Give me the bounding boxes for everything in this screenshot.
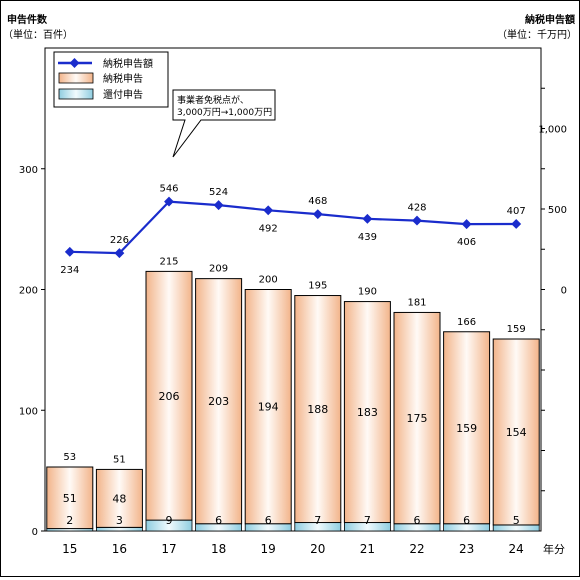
bar-total-label: 190 [358, 287, 377, 298]
x-tick-label: 17 [161, 542, 176, 556]
bar-payment-label: 194 [258, 401, 279, 414]
bar-total-label: 53 [63, 452, 76, 463]
bar-total-label: 181 [407, 297, 426, 308]
legend: 納税申告額 納税申告 還付申告 [53, 51, 169, 108]
x-tick-label: 16 [112, 542, 127, 556]
bar-payment-label: 175 [407, 412, 428, 425]
x-tick-label: 19 [261, 542, 276, 556]
bar-payment-label: 206 [159, 390, 180, 403]
x-tick-label: 20 [310, 542, 325, 556]
left-axis-title: 申告件数 [7, 13, 48, 26]
bar-payment-label: 48 [112, 492, 126, 505]
bar-refund [96, 526, 143, 532]
bar-payment [294, 295, 342, 524]
bars: 53 51 2 51 48 3 215 206 9 209 203 6 200 194 6 195 188 7 19… [46, 256, 540, 532]
left-tick-label: 300 [19, 165, 38, 176]
bar-refund-label: 7 [314, 514, 321, 527]
bar-total-label: 200 [259, 275, 278, 286]
line-point-label: 407 [507, 206, 526, 217]
bar-payment [46, 466, 94, 530]
x-unit-label: 年分 [543, 542, 565, 556]
bar-payment-label: 51 [63, 492, 77, 505]
left-tick-label: 0 [32, 527, 38, 538]
bar-total-label: 195 [308, 281, 327, 292]
x-axis-labels: 15 16 17 18 19 20 21 22 23 24 [62, 542, 524, 556]
bar-total-label: 209 [209, 264, 228, 275]
line-point-label: 492 [259, 223, 278, 234]
bar-payment [393, 311, 441, 525]
line-point [312, 209, 323, 220]
line-path [69, 200, 517, 255]
bar-payment-label: 203 [208, 395, 229, 408]
line-point [164, 196, 174, 207]
bar-payment [145, 270, 193, 521]
left-axis-unit: （単位：百件） [3, 28, 73, 41]
bar-refund-label: 9 [166, 514, 173, 527]
legend-label-line: 納税申告額 [103, 57, 153, 70]
annotation-callout: 事業者免税点が、 3,000万円→1,000万円 [172, 89, 276, 158]
bar-total-label: 166 [457, 317, 476, 328]
bar-refund-label: 6 [265, 514, 272, 527]
legend-label-payment: 納税申告 [103, 72, 143, 85]
right-tick-label: 0 [561, 286, 567, 297]
x-tick-label: 21 [360, 542, 375, 556]
line-point-label: 524 [209, 187, 228, 198]
right-tick-label: 500 [548, 205, 567, 216]
bar-refund-label: 2 [66, 514, 73, 527]
line-point-label: 439 [358, 232, 377, 243]
annotation-line-1: 事業者免税点が、 [177, 94, 249, 106]
left-tick-label: 100 [19, 406, 38, 417]
right-axis-unit: （単位：千万円） [497, 28, 577, 41]
line-point [114, 248, 125, 259]
bar-payment [492, 338, 540, 526]
line-point-label: 546 [159, 184, 178, 195]
right-axis-title: 納税申告額 [525, 13, 575, 26]
x-tick-label: 23 [459, 542, 474, 556]
bar-payment-label: 188 [307, 403, 328, 416]
line-point [263, 205, 274, 216]
x-tick-label: 22 [409, 542, 424, 556]
left-tick-label: 200 [19, 286, 38, 297]
left-axis: 0 100 200 300 [19, 165, 45, 538]
bar-payment-label: 154 [506, 426, 527, 439]
x-tick-label: 24 [509, 542, 524, 556]
bar-total-label: 51 [113, 454, 126, 465]
line-point [511, 219, 522, 229]
bar-refund-label: 6 [414, 514, 421, 527]
line-point-label: 428 [407, 203, 426, 214]
bar-payment-label: 183 [357, 406, 378, 419]
bar-payment-label: 159 [456, 422, 477, 435]
line-point [362, 213, 373, 224]
line-point [461, 219, 472, 230]
bar-refund-label: 3 [116, 514, 123, 527]
bar-payment [343, 301, 391, 524]
line-point-label: 234 [60, 265, 79, 276]
bar-total-label: 215 [159, 256, 178, 267]
bar-payment [443, 331, 491, 525]
bar-payment [244, 289, 292, 525]
line-point [64, 246, 75, 257]
bar-total-label: 159 [507, 324, 526, 335]
bar-payment [195, 278, 243, 525]
bar-refund-label: 7 [364, 514, 371, 527]
right-tick-label: 1,000 [538, 125, 567, 136]
line-point-label: 226 [110, 235, 129, 246]
bar-refund-label: 5 [513, 514, 520, 527]
legend-label-refund: 還付申告 [103, 88, 143, 101]
x-tick-label: 18 [211, 542, 226, 556]
annotation-line-2: 3,000万円→1,000万円 [177, 107, 272, 118]
line-point-label: 406 [457, 237, 476, 248]
x-tick-label: 15 [62, 542, 77, 556]
bar-refund-label: 6 [463, 514, 470, 527]
line-point [412, 215, 422, 226]
bar-refund-label: 6 [215, 514, 222, 527]
bar-payment [95, 468, 143, 528]
right-axis: 0 500 1,000 [538, 87, 567, 492]
line-point [213, 200, 224, 211]
line-series: 234 226 546 524 492 468 439 428 406 407 [60, 184, 525, 276]
line-point-label: 468 [308, 196, 327, 207]
